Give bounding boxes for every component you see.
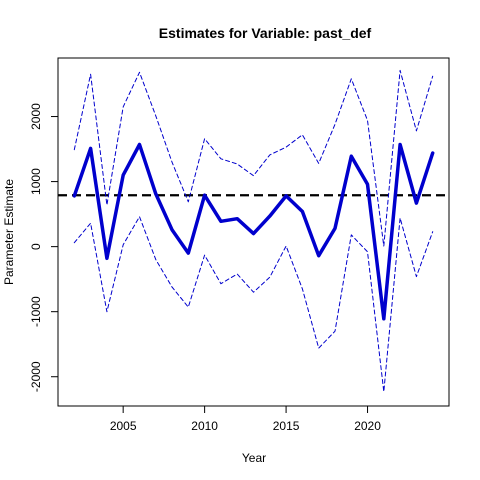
y-tick-label: 0 — [29, 243, 43, 250]
upper-bound-line — [73, 69, 434, 247]
y-tick-label: 2000 — [29, 103, 43, 130]
x-tick-label: 2010 — [191, 419, 218, 433]
plot-area — [58, 69, 449, 393]
x-axis: 2005 2010 2015 2020 — [110, 405, 381, 433]
x-tick-label: 2020 — [354, 419, 381, 433]
chart-title: Estimates for Variable: past_def — [159, 25, 372, 41]
estimate-line — [72, 142, 435, 321]
x-axis-label: Year — [242, 451, 266, 465]
y-axis: -2000 -1000 0 1000 2000 — [29, 103, 59, 392]
lower-bound-line — [73, 216, 434, 393]
y-tick-label: -2000 — [29, 361, 43, 392]
x-tick-label: 2005 — [110, 419, 137, 433]
y-tick-label: -1000 — [29, 296, 43, 327]
y-tick-label: 1000 — [29, 168, 43, 195]
x-tick-label: 2015 — [273, 419, 300, 433]
y-axis-label: Parameter Estimate — [2, 179, 16, 285]
